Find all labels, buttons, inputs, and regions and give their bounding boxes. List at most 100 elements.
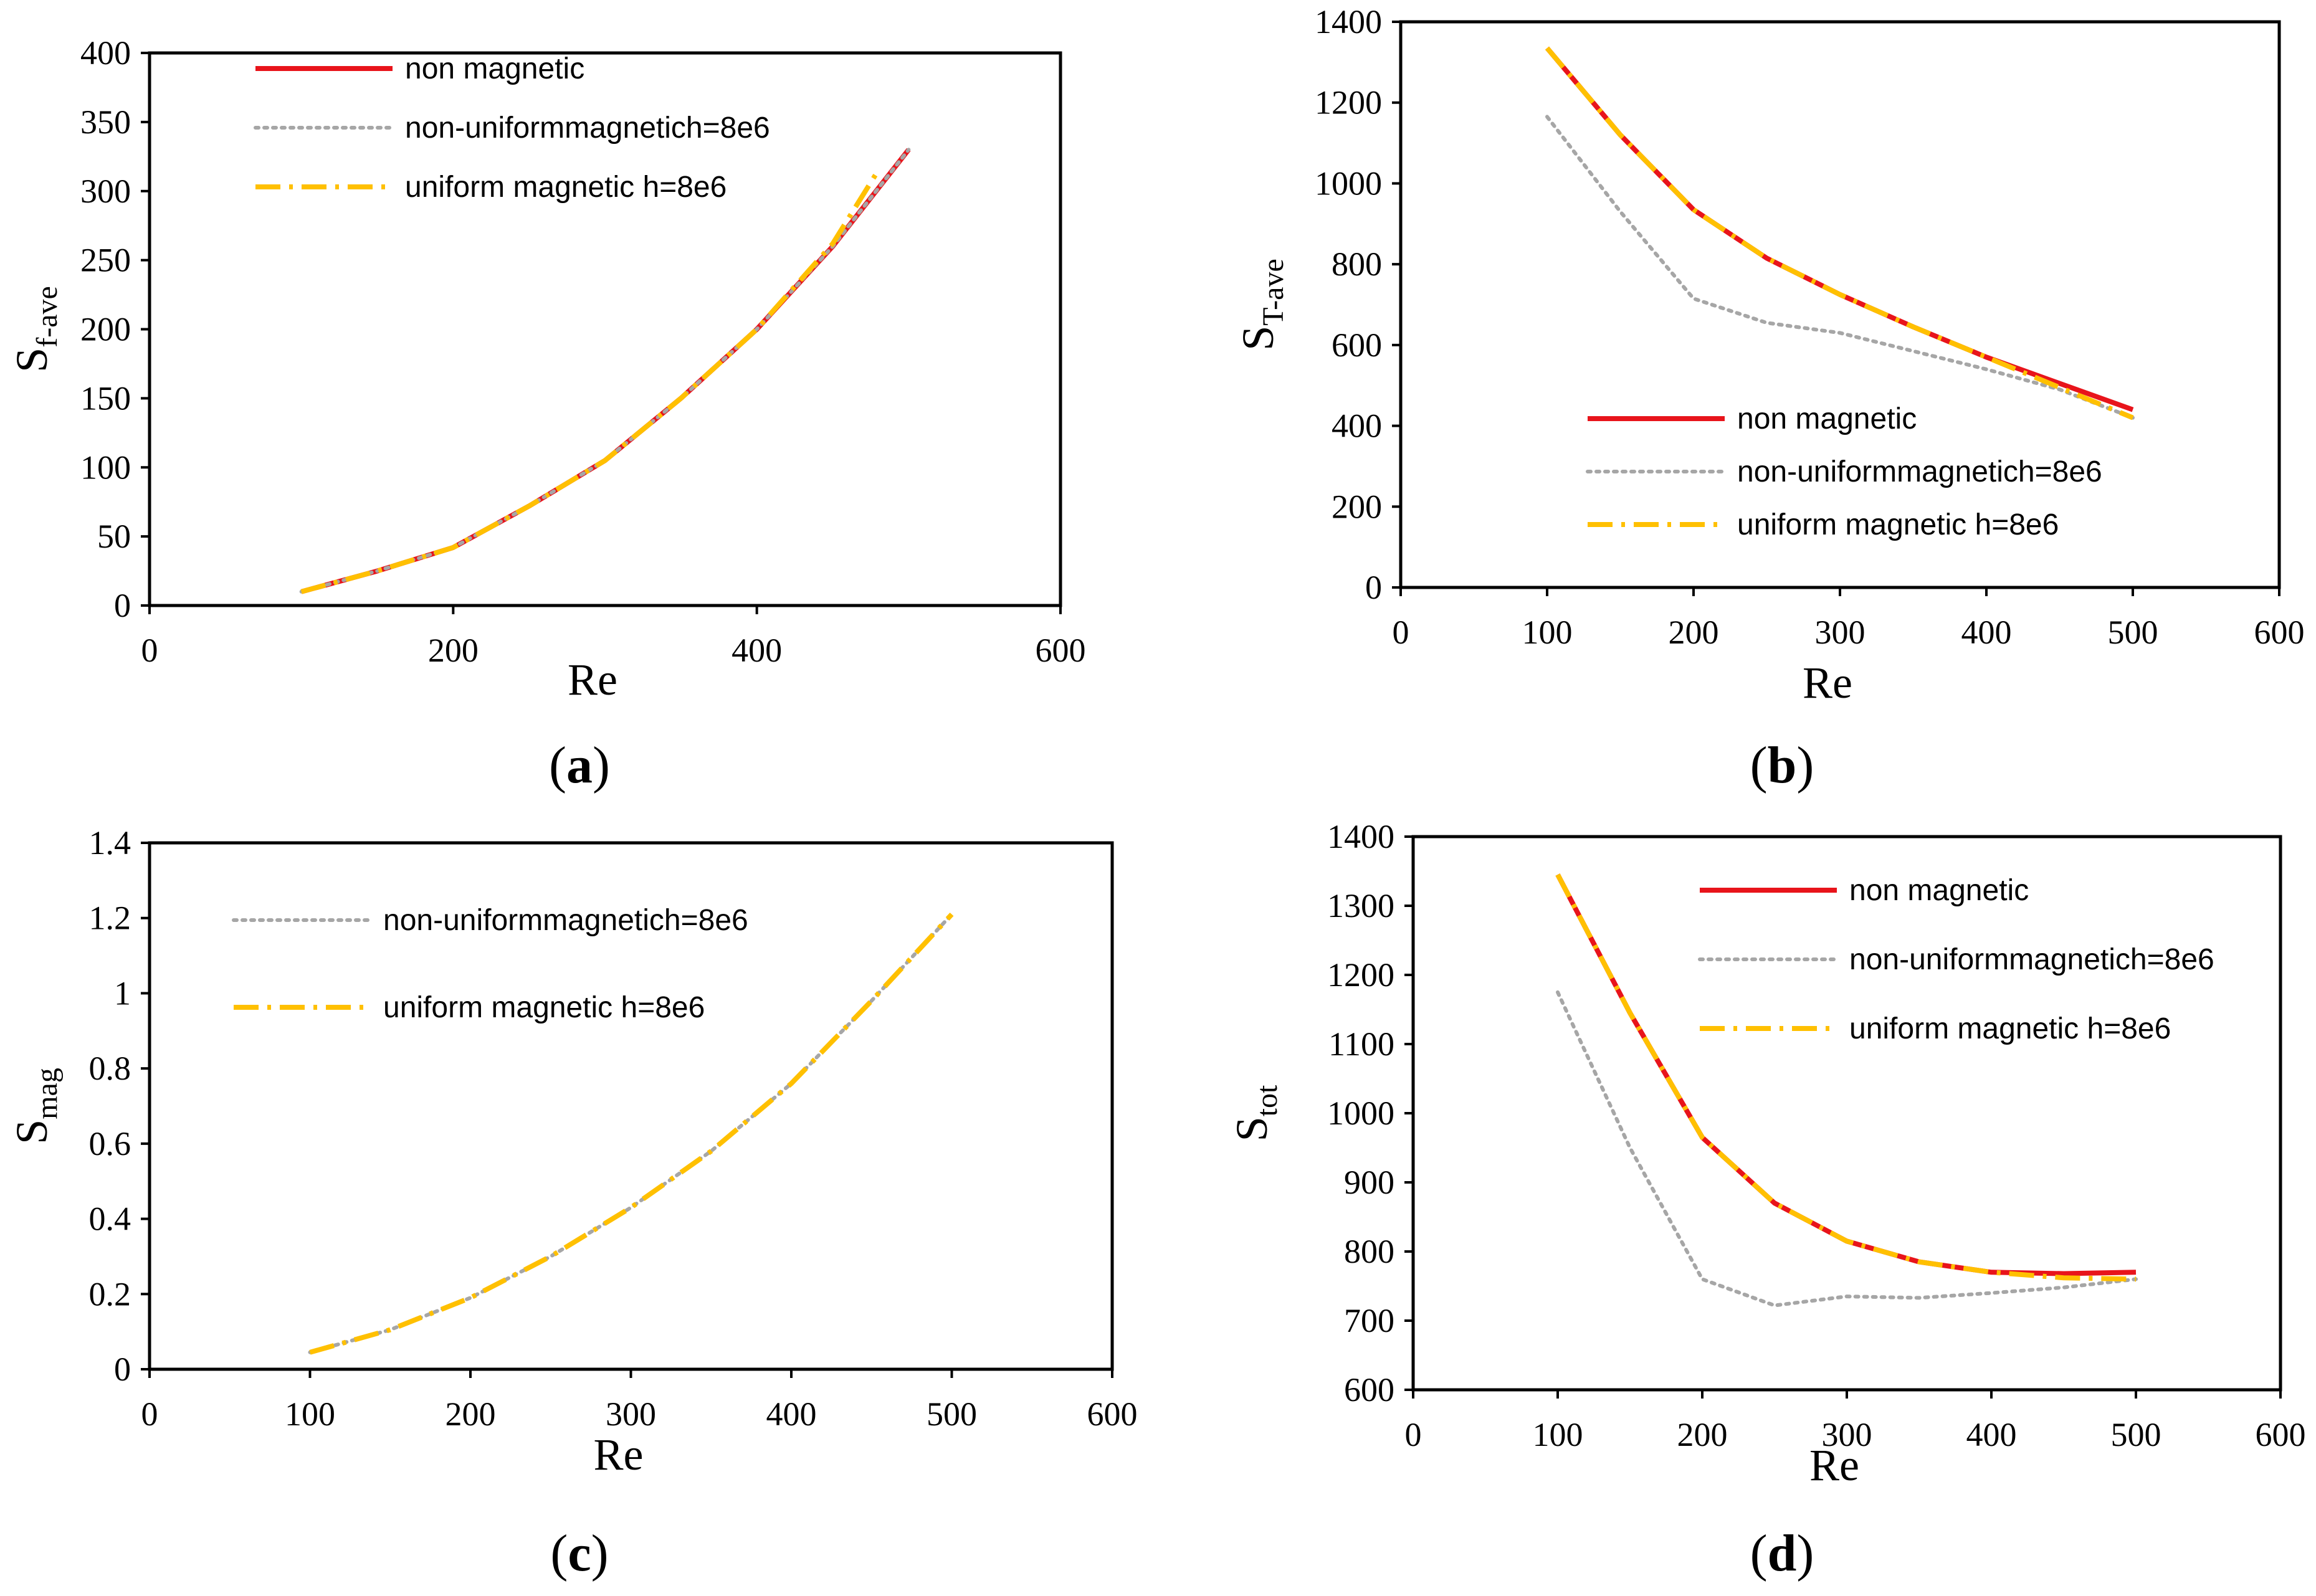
- y-tick-label: 50: [97, 518, 131, 555]
- y-tick-label: 1200: [1327, 956, 1394, 994]
- y-axis-title: ST-ave: [1233, 259, 1290, 351]
- y-axis-title-main: S: [1227, 1116, 1277, 1141]
- x-tick-label: 200: [446, 1395, 496, 1433]
- legend-label: uniform magnetic h=8e6: [1737, 508, 2059, 541]
- series-line-uniform-magnetic-h-8e6: [1555, 873, 2137, 1282]
- y-axis-title-main: S: [7, 1119, 57, 1144]
- y-tick-label: 1100: [1328, 1025, 1394, 1063]
- y-tick-label: 0.6: [89, 1125, 131, 1162]
- x-axis-title: Re: [1803, 658, 1852, 708]
- x-tick-label: 0: [141, 632, 158, 669]
- y-tick-label: 0: [1365, 569, 1382, 606]
- y-tick-label: 800: [1344, 1233, 1394, 1270]
- y-tick-label: 600: [1344, 1371, 1394, 1408]
- chart-panel-a: 0 50 100 150 200 250 300 350 400 0 200 400 600 Re Sf-a…: [0, 0, 1158, 798]
- series-line-uniform-magnetic-h-8e6: [300, 169, 880, 594]
- y-axis-title-sub: tot: [1251, 1085, 1284, 1116]
- y-tick-label: 900: [1344, 1164, 1394, 1201]
- x-tick-label: 300: [606, 1395, 656, 1433]
- caption-d: (d): [1750, 1524, 1814, 1582]
- legend-label: non magnetic: [405, 52, 584, 85]
- plot-frame: [148, 841, 1114, 1371]
- series-line-non-uniformmagnetich-8e6: [1545, 115, 2135, 420]
- plot-frame: [1399, 20, 2281, 589]
- x-tick-label: 500: [927, 1395, 977, 1433]
- x-tick-label: 500: [2108, 614, 2158, 651]
- x-tick-label: 600: [1036, 632, 1086, 669]
- x-axis-title: Re: [1809, 1440, 1859, 1490]
- y-tick-label: 1: [114, 974, 131, 1012]
- plot-frame: [1411, 835, 2282, 1392]
- y-tick-label: 350: [80, 103, 131, 141]
- y-tick-label: 100: [80, 449, 131, 486]
- legend-label: non-uniformmagnetich=8e6: [1737, 455, 2102, 488]
- x-tick-label: 600: [2256, 1416, 2306, 1453]
- legend-label: non-uniformmagnetich=8e6: [405, 112, 770, 145]
- y-tick-label: 0.2: [89, 1275, 131, 1313]
- y-tick-label: 1300: [1327, 887, 1394, 924]
- legend-label: non magnetic: [1849, 874, 2029, 907]
- y-axis-title-sub: T-ave: [1257, 259, 1290, 326]
- y-tick-label: 400: [1332, 407, 1382, 445]
- y-axis-title-main: S: [1233, 326, 1283, 351]
- y-axis-title-main: S: [7, 348, 57, 373]
- x-tick-label: 300: [1815, 614, 1866, 651]
- y-tick-label: 0.4: [89, 1200, 131, 1238]
- x-tick-label: 0: [1393, 614, 1409, 651]
- y-tick-label: 150: [80, 379, 131, 417]
- legend-label: non-uniformmagnetich=8e6: [383, 904, 748, 937]
- y-tick-label: 700: [1344, 1302, 1394, 1339]
- y-axis-title: Stot: [1227, 1085, 1284, 1141]
- series-line-non-uniformmagnetich-8e6: [1556, 990, 2138, 1308]
- chart-svg-a: 0 50 100 150 200 250 300 350 400 0 200 400 600 Re Sf-a…: [7, 34, 1086, 705]
- y-tick-label: 1.2: [89, 900, 131, 937]
- y-tick-label: 0.8: [89, 1050, 131, 1087]
- x-tick-label: 400: [766, 1395, 817, 1433]
- y-axis-title-sub: f-ave: [31, 286, 64, 348]
- y-tick-label: 1.4: [89, 824, 131, 862]
- x-tick-label: 400: [1966, 1416, 2017, 1453]
- x-tick-label: 500: [2111, 1416, 2161, 1453]
- chart-svg-d: 600 700 800 900 1000 1100 1200 1300 1400 0 100 200 3…: [1227, 818, 2306, 1490]
- y-tick-label: 800: [1332, 245, 1382, 283]
- x-tick-label: 400: [1961, 614, 2012, 651]
- series-line-uniform-magnetic-h-8e6: [309, 912, 954, 1355]
- x-tick-label: 300: [1822, 1416, 1872, 1453]
- y-axis-title: Sf-ave: [7, 286, 64, 373]
- x-axis-title: Re: [594, 1430, 644, 1480]
- y-tick-label: 300: [80, 173, 131, 210]
- legend-label: non-uniformmagnetich=8e6: [1849, 943, 2214, 976]
- x-axis-title: Re: [568, 655, 617, 705]
- legend-label: uniform magnetic h=8e6: [383, 991, 705, 1024]
- series-line-uniform-magnetic-h-8e6: [1545, 46, 2134, 420]
- legend-label: uniform magnetic h=8e6: [405, 171, 727, 204]
- x-tick-label: 400: [731, 632, 782, 669]
- y-tick-label: 200: [1332, 488, 1382, 525]
- x-tick-label: 200: [428, 632, 479, 669]
- x-tick-label: 100: [1533, 1416, 1583, 1453]
- x-tick-label: 100: [1522, 614, 1573, 651]
- x-tick-label: 600: [2254, 614, 2305, 651]
- chart-svg-b: 0 200 400 600 800 1000 1200 1400 0 100 200 300 400 50…: [1233, 3, 2305, 708]
- legend-label: non magnetic: [1737, 402, 1917, 435]
- y-tick-label: 1400: [1327, 818, 1394, 855]
- chart-panel-b: 0 200 400 600 800 1000 1200 1400 0 100 200 300 400 50…: [1158, 0, 2316, 798]
- x-tick-label: 100: [285, 1395, 335, 1433]
- caption-a: (a): [549, 736, 610, 794]
- x-tick-label: 200: [1669, 614, 1719, 651]
- y-tick-label: 400: [80, 34, 131, 72]
- y-tick-label: 1000: [1315, 164, 1382, 202]
- plot-frame: [148, 51, 1062, 607]
- chart-panel-c: 0 0.2 0.4 0.6 0.8 1 1.2 1.4 0 100 200 300 400 500 600 R…: [0, 798, 1158, 1596]
- y-tick-label: 1000: [1327, 1095, 1394, 1132]
- x-tick-label: 0: [1405, 1416, 1422, 1453]
- y-tick-label: 200: [80, 311, 131, 348]
- y-axis-title: Smag: [7, 1068, 64, 1144]
- y-tick-label: 0: [114, 587, 131, 624]
- chart-svg-c: 0 0.2 0.4 0.6 0.8 1 1.2 1.4 0 100 200 300 400 500 600 R…: [7, 824, 1138, 1480]
- y-tick-label: 600: [1332, 326, 1382, 364]
- y-tick-label: 0: [114, 1351, 131, 1388]
- x-tick-label: 200: [1677, 1416, 1728, 1453]
- x-tick-label: 600: [1087, 1395, 1138, 1433]
- y-tick-label: 1400: [1315, 3, 1382, 40]
